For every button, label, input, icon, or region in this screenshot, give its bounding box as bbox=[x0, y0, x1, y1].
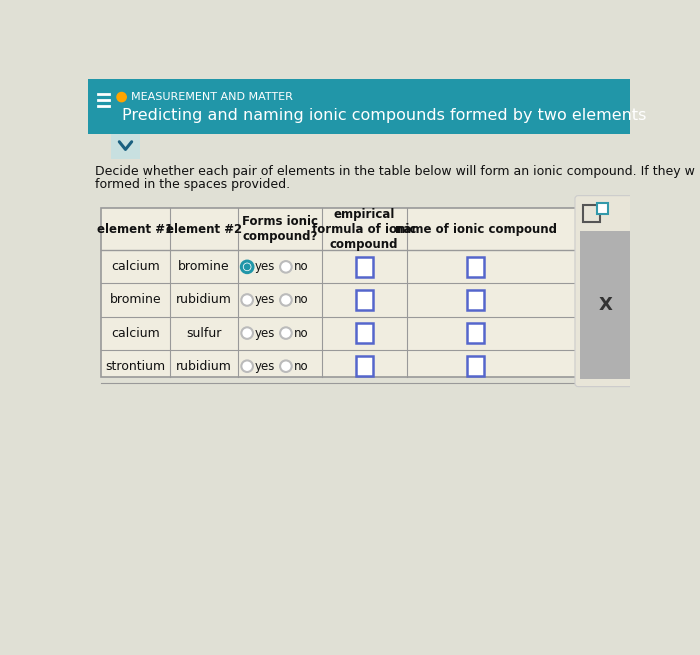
Circle shape bbox=[241, 360, 253, 372]
FancyBboxPatch shape bbox=[356, 257, 372, 277]
Text: MEASUREMENT AND MATTER: MEASUREMENT AND MATTER bbox=[131, 92, 293, 102]
Text: formed in the spaces provided.: formed in the spaces provided. bbox=[95, 178, 290, 191]
Circle shape bbox=[280, 360, 292, 372]
FancyBboxPatch shape bbox=[468, 323, 484, 343]
Circle shape bbox=[117, 92, 126, 102]
FancyBboxPatch shape bbox=[582, 205, 600, 222]
Text: rubidium: rubidium bbox=[176, 360, 232, 373]
FancyBboxPatch shape bbox=[580, 231, 630, 379]
Text: yes: yes bbox=[255, 293, 275, 307]
Text: Decide whether each pair of elements in the table below will form an ionic compo: Decide whether each pair of elements in … bbox=[95, 165, 695, 178]
Text: strontium: strontium bbox=[106, 360, 166, 373]
Text: yes: yes bbox=[255, 327, 275, 339]
Text: sulfur: sulfur bbox=[186, 327, 221, 339]
Text: calcium: calcium bbox=[111, 327, 160, 339]
FancyBboxPatch shape bbox=[356, 290, 372, 310]
Text: bromine: bromine bbox=[178, 261, 230, 273]
FancyBboxPatch shape bbox=[356, 356, 372, 376]
Text: empirical
formula of ionic
compound: empirical formula of ionic compound bbox=[312, 208, 416, 251]
FancyBboxPatch shape bbox=[102, 208, 578, 377]
Text: X: X bbox=[598, 296, 612, 314]
FancyBboxPatch shape bbox=[88, 79, 630, 583]
FancyBboxPatch shape bbox=[575, 196, 633, 386]
FancyBboxPatch shape bbox=[88, 79, 630, 134]
Text: calcium: calcium bbox=[111, 261, 160, 273]
FancyBboxPatch shape bbox=[111, 134, 140, 159]
Text: no: no bbox=[294, 261, 308, 273]
Text: no: no bbox=[294, 293, 308, 307]
Text: name of ionic compound: name of ionic compound bbox=[395, 223, 556, 236]
Circle shape bbox=[241, 328, 253, 339]
Text: no: no bbox=[294, 327, 308, 339]
FancyBboxPatch shape bbox=[356, 323, 372, 343]
FancyBboxPatch shape bbox=[468, 290, 484, 310]
Circle shape bbox=[280, 261, 292, 272]
Circle shape bbox=[241, 261, 253, 272]
Text: Predicting and naming ionic compounds formed by two elements: Predicting and naming ionic compounds fo… bbox=[122, 108, 646, 123]
Text: element #1: element #1 bbox=[97, 223, 174, 236]
Circle shape bbox=[241, 294, 253, 306]
FancyBboxPatch shape bbox=[596, 203, 608, 214]
Circle shape bbox=[280, 294, 292, 306]
Text: Forms ionic
compound?: Forms ionic compound? bbox=[241, 215, 318, 243]
Text: no: no bbox=[294, 360, 308, 373]
Text: element #2: element #2 bbox=[166, 223, 242, 236]
Text: rubidium: rubidium bbox=[176, 293, 232, 307]
Text: bromine: bromine bbox=[110, 293, 162, 307]
Circle shape bbox=[280, 328, 292, 339]
Circle shape bbox=[244, 263, 251, 271]
Text: yes: yes bbox=[255, 261, 275, 273]
FancyBboxPatch shape bbox=[468, 257, 484, 277]
FancyBboxPatch shape bbox=[468, 356, 484, 376]
Text: yes: yes bbox=[255, 360, 275, 373]
